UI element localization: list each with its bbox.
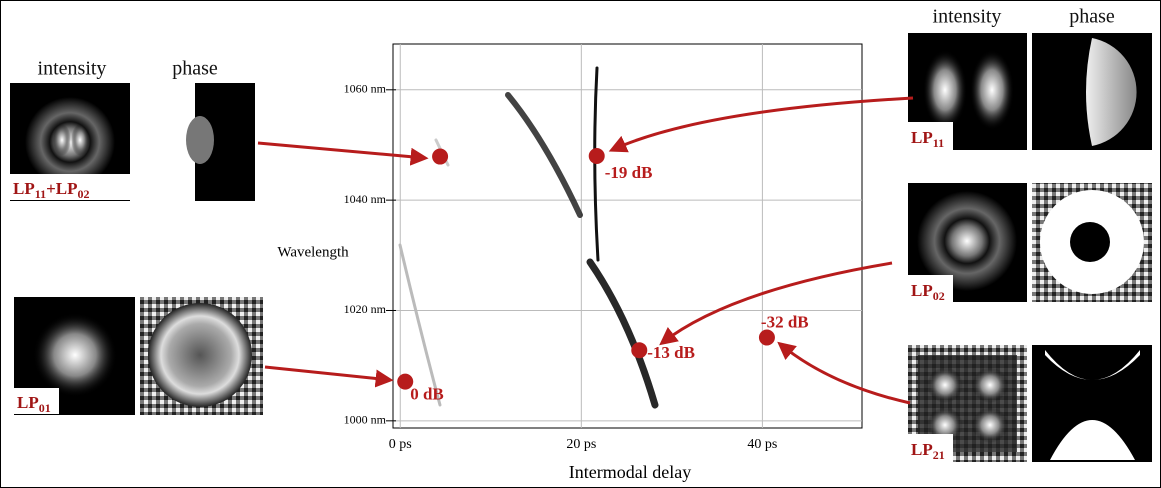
point-label: -19 dB: [605, 163, 653, 182]
point: [432, 148, 449, 165]
arrows: [257, 96, 914, 405]
plot-area: [392, 43, 863, 429]
header: intensity: [38, 58, 107, 80]
x-axis-label: Intermodal delay: [569, 462, 691, 482]
header: phase: [172, 58, 218, 80]
mode-label: LP02: [911, 281, 945, 303]
mode-images: LP01: [14, 297, 263, 415]
mode-label: LP21: [911, 440, 945, 462]
mode-images: LP21: [908, 345, 1152, 462]
x-tick-label: 20 ps: [566, 437, 596, 452]
grid: [393, 44, 862, 428]
mode-images: LP11: [908, 33, 1152, 150]
header: intensity: [933, 6, 1002, 28]
point: [631, 342, 648, 359]
mode-label: LP11+LP02: [13, 179, 90, 201]
point-label: -32 dB: [761, 312, 809, 331]
y-tick-label: 1060 nm: [344, 82, 387, 96]
point: [397, 373, 414, 390]
mode-label: LP11: [911, 128, 944, 150]
y-tick-label: 1000 nm: [344, 413, 387, 427]
y-axis-label: Wavelength: [277, 244, 349, 260]
point-label: 0 dB: [410, 385, 444, 404]
point: [588, 148, 605, 164]
x-tick-label: 0 ps: [389, 437, 412, 452]
mode-label: LP01: [17, 393, 51, 415]
mode-images: LP11+LP02: [10, 83, 255, 201]
x-tick-label: 40 ps: [747, 437, 777, 452]
mode-images: LP02: [908, 183, 1152, 303]
y-tick-label: 1020 nm: [344, 302, 387, 316]
point-label: -13 dB: [647, 343, 695, 362]
point: [758, 329, 775, 346]
y-tick-label: 1040 nm: [344, 192, 387, 206]
header: phase: [1069, 6, 1115, 28]
